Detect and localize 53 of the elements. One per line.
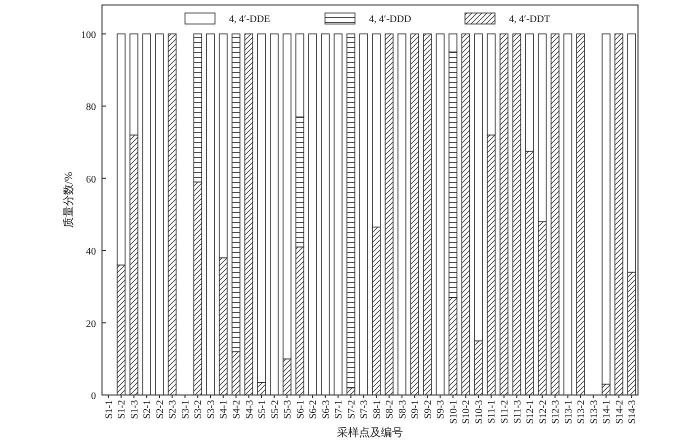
x-tick-label: S14-3 [627,400,638,424]
x-axis-title: 采样点及编号 [337,426,403,439]
x-tick-label: S1-2 [116,400,128,419]
x-tick-label: S14-1 [602,400,613,424]
y-tick-label: 0 [91,391,96,402]
y-tick-label: 20 [86,318,96,330]
x-tick-label: S7-3 [359,400,370,419]
x-tick-label: S11-3 [512,400,524,424]
y-axis-title: 质量分数/% [62,172,75,228]
x-tick-label: S8-3 [397,400,408,419]
x-tick-label: S6-1 [295,400,306,419]
x-tick-label: S3-1 [180,400,192,419]
x-tick-label: S9-3 [436,400,447,419]
legend-label: 4, 4′-DDE [229,14,270,25]
x-tick-label: S12-1 [525,400,536,424]
x-tick-label: S3-3 [206,400,217,419]
x-tick-label: S13-1 [563,400,574,424]
x-tick-label: S2-2 [154,400,166,419]
x-tick-label: S12-3 [550,400,562,424]
x-tick-label: S4-2 [232,400,242,419]
x-tick-label: S2-3 [168,400,179,419]
x-tick-label: S8-1 [372,400,383,419]
x-tick-label: S8-2 [384,400,396,419]
legend-label: 4, 4′-DDT [509,14,550,25]
x-tick-label: S5-1 [257,400,268,419]
x-tick-label: S2-1 [142,400,154,419]
x-tick-label: S10-3 [474,400,485,424]
x-tick-label: S10-1 [448,400,460,424]
x-tick-label: S1-3 [129,400,140,419]
x-tick-label: S13-3 [588,400,600,424]
x-tick-label: S4-1 [218,400,230,419]
x-tick-label: S9-2 [422,400,434,419]
y-tick-label: 40 [86,246,96,258]
x-tick-label: S13-2 [576,400,588,424]
x-tick-label: S11-1 [486,400,498,424]
x-tick-label: S6-2 [308,400,320,419]
x-tick-label: S5-3 [282,400,294,419]
y-tick-label: 60 [86,174,96,186]
x-tick-label: S3-2 [193,400,204,419]
x-tick-label: S1-1 [104,400,115,419]
x-tick-label: S7-1 [334,400,345,419]
x-tick-label: S9-1 [410,400,422,419]
legend-label: 4, 4′-DDD [369,14,412,25]
x-tick-label: S7-2 [346,400,358,419]
x-tick-label: S5-2 [270,400,281,419]
y-tick-label: 100 [81,30,96,41]
x-tick-label: S6-3 [320,400,332,419]
x-tick-label: S11-2 [500,400,510,424]
x-tick-label: S14-2 [614,400,626,424]
x-tick-label: S12-2 [538,400,549,424]
x-tick-label: S4-3 [244,400,256,419]
y-tick-label: 80 [86,102,96,114]
x-tick-label: S10-2 [461,400,472,424]
